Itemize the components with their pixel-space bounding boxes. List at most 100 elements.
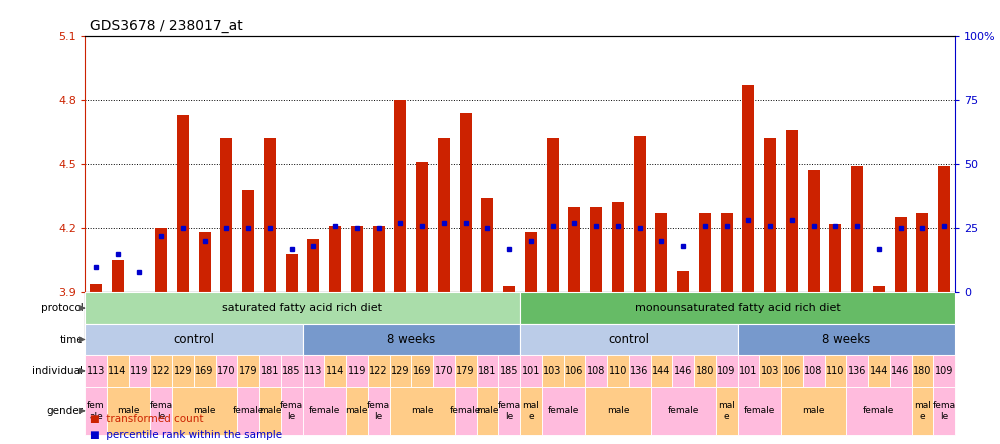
Bar (824, 293, 846, 340)
Bar (520, 387, 542, 435)
Text: female: female (863, 406, 895, 415)
Text: female: female (309, 406, 340, 415)
Bar (85, 355, 107, 387)
Text: 181: 181 (478, 366, 497, 376)
Bar (629, 355, 650, 387)
Bar (612, 202, 624, 293)
Bar (460, 113, 472, 293)
Bar (542, 387, 585, 435)
Text: fema
le: fema le (933, 401, 956, 420)
Text: ■  percentile rank within the sample: ■ percentile rank within the sample (90, 429, 282, 440)
Bar (85, 293, 520, 324)
Text: monounsaturated fatty acid rich diet: monounsaturated fatty acid rich diet (635, 303, 840, 313)
Bar (307, 239, 319, 293)
Bar (411, 293, 433, 340)
Text: protocol: protocol (41, 303, 83, 313)
Text: male: male (259, 406, 281, 415)
Text: GDS3678 / 238017_at: GDS3678 / 238017_at (90, 19, 243, 33)
Bar (590, 207, 602, 293)
Bar (416, 162, 428, 293)
Bar (150, 293, 172, 340)
Text: 129: 129 (391, 366, 410, 376)
Text: female: female (548, 406, 579, 415)
Text: 108: 108 (804, 366, 823, 376)
Bar (286, 254, 298, 293)
Bar (259, 387, 281, 435)
Bar (759, 293, 781, 340)
Bar (477, 293, 498, 340)
Text: 109: 109 (717, 366, 736, 376)
Text: 110: 110 (826, 366, 845, 376)
Bar (498, 355, 520, 387)
Bar (503, 286, 515, 293)
Bar (351, 226, 363, 293)
Text: 110: 110 (609, 366, 627, 376)
Bar (808, 170, 820, 293)
Text: 113: 113 (87, 366, 105, 376)
Text: 108: 108 (587, 366, 605, 376)
Bar (302, 387, 346, 435)
Bar (194, 293, 216, 340)
Bar (455, 387, 477, 435)
Bar (650, 387, 716, 435)
Text: 146: 146 (674, 366, 692, 376)
Bar (764, 138, 776, 293)
Bar (873, 286, 885, 293)
Bar (498, 293, 520, 340)
Bar (738, 293, 759, 340)
Text: female: female (232, 406, 264, 415)
Bar (933, 387, 955, 435)
Text: individual: individual (32, 366, 83, 376)
Bar (346, 355, 368, 387)
Bar (738, 355, 759, 387)
Text: male: male (411, 406, 433, 415)
Bar (868, 293, 890, 340)
Bar (481, 198, 493, 293)
Bar (242, 190, 254, 293)
Bar (607, 293, 629, 340)
Text: time: time (60, 334, 83, 345)
Bar (368, 293, 390, 340)
Bar (585, 387, 650, 435)
Bar (803, 293, 824, 340)
Bar (324, 355, 346, 387)
Bar (390, 387, 455, 435)
Text: 180: 180 (696, 366, 714, 376)
Bar (677, 271, 689, 293)
Bar (259, 355, 281, 387)
Text: 103: 103 (543, 366, 562, 376)
Bar (781, 355, 803, 387)
Text: 136: 136 (630, 366, 649, 376)
Bar (607, 355, 629, 387)
Bar (650, 355, 672, 387)
Text: 170: 170 (217, 366, 236, 376)
Bar (172, 293, 194, 340)
Bar (824, 355, 846, 387)
Bar (564, 355, 585, 387)
Text: female: female (450, 406, 481, 415)
Bar (107, 293, 128, 340)
Bar (150, 387, 172, 435)
Text: 119: 119 (348, 366, 366, 376)
Bar (738, 387, 781, 435)
Bar (411, 355, 433, 387)
Bar (716, 387, 738, 435)
Bar (394, 100, 406, 293)
Bar (933, 293, 955, 340)
Text: fema
le: fema le (150, 401, 173, 420)
Bar (938, 166, 950, 293)
Bar (846, 355, 868, 387)
Text: ■  transformed count: ■ transformed count (90, 414, 204, 424)
Bar (520, 293, 542, 340)
Bar (568, 207, 580, 293)
Text: 179: 179 (239, 366, 257, 376)
Bar (85, 387, 107, 435)
Bar (498, 387, 520, 435)
Text: male: male (117, 406, 140, 415)
Bar (346, 387, 368, 435)
Bar (433, 355, 455, 387)
Text: 106: 106 (783, 366, 801, 376)
Bar (324, 293, 346, 340)
Bar (912, 387, 933, 435)
Bar (368, 387, 390, 435)
